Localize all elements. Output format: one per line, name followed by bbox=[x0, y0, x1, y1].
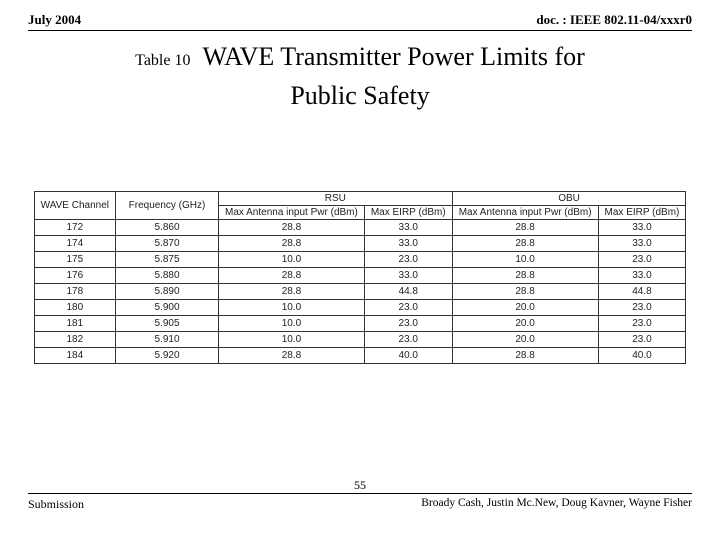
table-cell: 5.875 bbox=[116, 252, 219, 268]
table-cell: 178 bbox=[34, 284, 115, 300]
title-caption: Table 10 bbox=[135, 52, 190, 69]
table-cell: 23.0 bbox=[364, 252, 452, 268]
footer-bar: 55 Submission Broady Cash, Justin Mc.New… bbox=[28, 493, 692, 512]
table-row: 1745.87028.833.028.833.0 bbox=[34, 236, 686, 252]
table-cell: 33.0 bbox=[598, 268, 686, 284]
power-limits-table: WAVE Channel Frequency (GHz) RSU OBU Max… bbox=[34, 191, 687, 364]
table-cell: 10.0 bbox=[219, 300, 365, 316]
table-row: 1765.88028.833.028.833.0 bbox=[34, 268, 686, 284]
table-cell: 20.0 bbox=[452, 332, 598, 348]
table-cell: 5.900 bbox=[116, 300, 219, 316]
table-cell: 23.0 bbox=[364, 300, 452, 316]
table-cell: 5.860 bbox=[116, 220, 219, 236]
table-cell: 40.0 bbox=[364, 348, 452, 364]
table-cell: 33.0 bbox=[598, 236, 686, 252]
table-cell: 5.920 bbox=[116, 348, 219, 364]
table-cell: 184 bbox=[34, 348, 115, 364]
col-header-rsu-eirp: Max EIRP (dBm) bbox=[364, 206, 452, 220]
footer-right: Broady Cash, Justin Mc.New, Doug Kavner,… bbox=[421, 497, 692, 509]
table-cell: 5.890 bbox=[116, 284, 219, 300]
table-cell: 5.910 bbox=[116, 332, 219, 348]
table-row: 1805.90010.023.020.023.0 bbox=[34, 300, 686, 316]
table-cell: 5.905 bbox=[116, 316, 219, 332]
table-cell: 23.0 bbox=[364, 316, 452, 332]
col-header-obu-eirp: Max EIRP (dBm) bbox=[598, 206, 686, 220]
table-cell: 180 bbox=[34, 300, 115, 316]
table-cell: 10.0 bbox=[219, 316, 365, 332]
table-row: 1845.92028.840.028.840.0 bbox=[34, 348, 686, 364]
table-cell: 44.8 bbox=[364, 284, 452, 300]
table-row: 1815.90510.023.020.023.0 bbox=[34, 316, 686, 332]
footer-left: Submission bbox=[28, 497, 84, 512]
table-cell: 23.0 bbox=[598, 252, 686, 268]
header-date: July 2004 bbox=[28, 12, 81, 28]
page-number: 55 bbox=[354, 478, 366, 493]
table-cell: 28.8 bbox=[219, 268, 365, 284]
table-cell: 20.0 bbox=[452, 300, 598, 316]
header-bar: July 2004 doc. : IEEE 802.11-04/xxxr0 bbox=[28, 12, 692, 31]
table-cell: 23.0 bbox=[598, 332, 686, 348]
table-cell: 28.8 bbox=[219, 236, 365, 252]
table-cell: 23.0 bbox=[364, 332, 452, 348]
table-cell: 176 bbox=[34, 268, 115, 284]
table-cell: 10.0 bbox=[452, 252, 598, 268]
col-header-wave: WAVE Channel bbox=[34, 192, 115, 220]
table-cell: 28.8 bbox=[219, 220, 365, 236]
table-row: 1725.86028.833.028.833.0 bbox=[34, 220, 686, 236]
table-cell: 23.0 bbox=[598, 300, 686, 316]
table-cell: 28.8 bbox=[452, 236, 598, 252]
table-cell: 28.8 bbox=[452, 268, 598, 284]
table-cell: 10.0 bbox=[219, 252, 365, 268]
table-cell: 33.0 bbox=[598, 220, 686, 236]
col-header-rsu-pwr: Max Antenna input Pwr (dBm) bbox=[219, 206, 365, 220]
table-cell: 40.0 bbox=[598, 348, 686, 364]
title-line1: WAVE Transmitter Power Limits for bbox=[203, 42, 585, 71]
col-header-freq: Frequency (GHz) bbox=[116, 192, 219, 220]
table-cell: 28.8 bbox=[452, 284, 598, 300]
table-cell: 182 bbox=[34, 332, 115, 348]
group-header-obu: OBU bbox=[452, 192, 686, 206]
title-line2: Public Safety bbox=[28, 81, 692, 111]
table-cell: 33.0 bbox=[364, 236, 452, 252]
table-cell: 181 bbox=[34, 316, 115, 332]
table-cell: 5.880 bbox=[116, 268, 219, 284]
table-row: 1755.87510.023.010.023.0 bbox=[34, 252, 686, 268]
table-cell: 174 bbox=[34, 236, 115, 252]
table-cell: 20.0 bbox=[452, 316, 598, 332]
table-cell: 33.0 bbox=[364, 268, 452, 284]
table-row: 1825.91010.023.020.023.0 bbox=[34, 332, 686, 348]
table-cell: 172 bbox=[34, 220, 115, 236]
table-cell: 28.8 bbox=[452, 220, 598, 236]
title-block: Table 10 WAVE Transmitter Power Limits f… bbox=[28, 39, 692, 111]
col-header-obu-pwr: Max Antenna input Pwr (dBm) bbox=[452, 206, 598, 220]
group-header-rsu: RSU bbox=[219, 192, 453, 206]
table-cell: 28.8 bbox=[452, 348, 598, 364]
table-cell: 28.8 bbox=[219, 348, 365, 364]
table-cell: 5.870 bbox=[116, 236, 219, 252]
table-cell: 44.8 bbox=[598, 284, 686, 300]
header-doc-ref: doc. : IEEE 802.11-04/xxxr0 bbox=[536, 12, 692, 28]
table-cell: 28.8 bbox=[219, 284, 365, 300]
table-row: 1785.89028.844.828.844.8 bbox=[34, 284, 686, 300]
table-cell: 175 bbox=[34, 252, 115, 268]
table-cell: 33.0 bbox=[364, 220, 452, 236]
table-cell: 10.0 bbox=[219, 332, 365, 348]
table-cell: 23.0 bbox=[598, 316, 686, 332]
